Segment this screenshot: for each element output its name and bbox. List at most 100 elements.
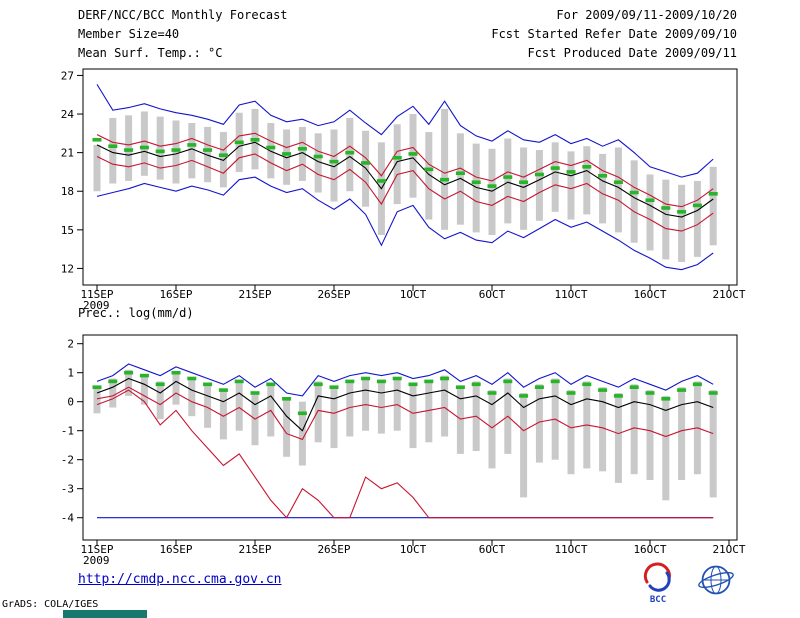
x-tick-label: 6OCT: [479, 543, 506, 556]
produced-date-label: Fcst Produced Date 2009/09/11: [527, 46, 737, 60]
ensemble-spread-bar: [93, 387, 101, 414]
ensemble-spread-bar: [109, 378, 117, 408]
ensemble-spread-bar: [441, 108, 449, 230]
series-green-dashed-marker: [203, 148, 213, 152]
series-green-dashed-marker: [376, 179, 386, 183]
ensemble-spread-bar: [567, 390, 575, 475]
series-green-dashed-marker: [218, 153, 228, 158]
x-tick-label: 6OCT: [479, 288, 506, 301]
series-green-dashed-marker: [266, 382, 276, 387]
ensemble-spread-bar: [599, 387, 607, 472]
series-green-dashed-marker: [534, 172, 544, 177]
series-green-dashed-marker: [329, 159, 339, 164]
ensemble-spread-bar: [219, 390, 227, 440]
series-green-dashed-marker: [345, 150, 355, 155]
series-green-dashed-marker: [92, 385, 102, 389]
ensemble-spread-bar: [393, 124, 401, 205]
ensemble-spread-bar: [204, 384, 212, 428]
series-green-dashed-marker: [566, 391, 576, 395]
ensemble-spread-bar: [93, 144, 101, 192]
page-title: DERF/NCC/BCC Monthly Forecast: [78, 8, 288, 22]
source-url-link[interactable]: http://cmdp.ncc.cma.gov.cn: [78, 572, 282, 587]
series-green-dashed-marker: [408, 152, 418, 156]
x-tick-label: 11OCT: [554, 543, 587, 556]
y-tick-label: -1: [61, 425, 74, 438]
ensemble-spread-bar: [709, 166, 717, 246]
ensemble-spread-bar: [551, 142, 559, 212]
ensemble-spread-bar: [488, 148, 496, 235]
ensemble-spread-bar: [662, 395, 670, 501]
x-tick-label: 26SEP: [317, 288, 350, 301]
series-green-dashed-marker: [471, 382, 481, 387]
ensemble-spread-bar: [456, 387, 464, 454]
series-green-dashed-marker: [645, 391, 655, 395]
series-green-dashed-marker: [487, 391, 497, 395]
series-green-dashed-marker: [708, 391, 718, 395]
series-green-dashed-marker: [250, 391, 260, 395]
series-mean-line: [96, 141, 714, 218]
series-green-dashed-marker: [519, 180, 529, 185]
series-green-dashed-marker: [234, 379, 244, 384]
x-tick-label: 11OCT: [554, 288, 587, 301]
ensemble-spread-bar: [298, 126, 306, 181]
series-green-dashed-marker: [155, 149, 165, 154]
temp-chart-title: Mean Surf. Temp.: °C: [78, 46, 223, 60]
series-lower-line: [96, 153, 714, 232]
series-green-dashed-marker: [266, 145, 276, 150]
series-max-line: [96, 363, 714, 397]
series-green-dashed-marker: [282, 152, 292, 156]
ensemble-spread-bar: [409, 114, 417, 198]
series-green-dashed-marker: [424, 167, 434, 172]
ensemble-spread-bar: [425, 381, 433, 443]
y-tick-label: -4: [61, 512, 75, 525]
y-tick-label: 1: [67, 367, 74, 380]
ensemble-spread-bar: [678, 387, 686, 480]
series-green-dashed-marker: [455, 171, 465, 176]
ensemble-spread-bar: [346, 117, 354, 192]
ensemble-spread-bar: [172, 372, 180, 405]
refer-date-label: Fcst Started Refer Date 2009/09/10: [491, 27, 737, 41]
series-green-dashed-marker: [124, 370, 134, 375]
plot-frame: [82, 334, 738, 541]
x-tick-label: 16SEP: [159, 543, 192, 556]
series-green-dashed-marker: [155, 382, 165, 387]
y-tick-label: -3: [61, 483, 74, 496]
x-tick-label: 11SEP: [80, 288, 113, 301]
series-green-dashed-marker: [392, 376, 402, 381]
footer-logos: BCC: [643, 562, 734, 605]
series-mean-line: [96, 377, 714, 432]
ensemble-spread-bar: [204, 126, 212, 183]
series-green-dashed-marker: [361, 161, 371, 165]
ensemble-spread-bar: [156, 116, 164, 180]
series-upper-line: [96, 386, 714, 441]
series-green-dashed-marker: [218, 388, 228, 392]
series-green-dashed-marker: [440, 376, 450, 381]
series-green-dashed-marker: [471, 180, 481, 185]
ensemble-spread-bar: [330, 129, 338, 202]
series-green-dashed-marker: [613, 394, 623, 398]
ensemble-spread-bar: [630, 160, 638, 243]
ensemble-spread-bar: [283, 398, 291, 457]
ensemble-spread-bar: [156, 381, 164, 420]
series-max-line: [96, 84, 714, 178]
ensemble-spread-bar: [504, 138, 512, 224]
bcc-logo: BCC: [643, 562, 671, 605]
bcc-logo-label: BCC: [650, 595, 666, 605]
series-min-line: [96, 176, 714, 271]
series-green-dashed-marker: [361, 376, 371, 381]
ensemble-spread-bar: [409, 384, 417, 449]
series-green-dashed-marker: [250, 137, 260, 142]
series-green-dashed-marker: [329, 385, 339, 389]
background-window-fragment: [63, 610, 147, 618]
x-tick-label: 11SEP: [80, 543, 113, 556]
ensemble-spread-bar: [140, 111, 148, 176]
x-tick-label: 21SEP: [238, 288, 271, 301]
ensemble-spread-bar: [298, 401, 306, 466]
x-tick-label: 16OCT: [633, 288, 666, 301]
ensemble-spread-bar: [472, 143, 480, 233]
cma-ncc-logo: [698, 565, 734, 595]
series-green-dashed-marker: [550, 379, 560, 384]
x-tick-label: 16OCT: [633, 543, 666, 556]
plot-frame: [82, 68, 738, 286]
series-green-dashed-marker: [187, 376, 197, 381]
